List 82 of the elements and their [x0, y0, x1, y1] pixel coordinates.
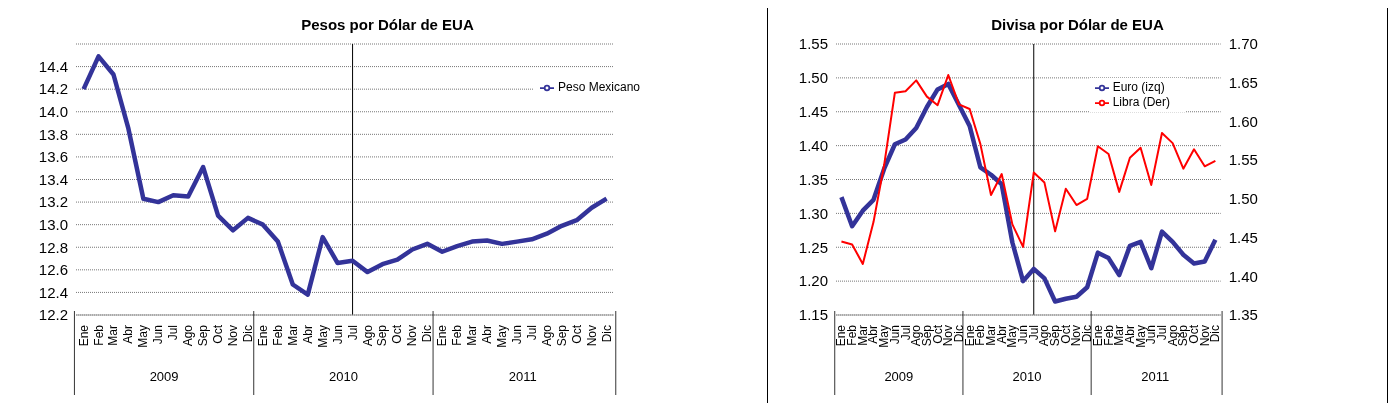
x-tick-label: Abr [480, 325, 495, 344]
legend-label: Euro (izq) [1112, 80, 1165, 94]
y-tick-label: 1.20 [798, 272, 828, 290]
x-tick-label: Dic [599, 325, 614, 343]
x-tick-label: Nov [405, 325, 420, 347]
x-tick-label: Nov [226, 325, 241, 347]
y2-tick-label: 1.65 [1228, 74, 1258, 92]
y-tick-label: 12.8 [38, 238, 68, 256]
x-tick-label: Jul [898, 325, 913, 341]
y-tick-label: 13.4 [38, 170, 68, 188]
text: 2009 [884, 369, 914, 384]
x-tick-label: Sep [375, 324, 390, 347]
y-tick-label: 14.2 [38, 80, 68, 98]
line-series [840, 73, 1217, 265]
x-tick-label: Feb [91, 324, 106, 346]
x-tick-label: Ene [255, 324, 270, 347]
y-tick-label: 1.30 [798, 204, 828, 222]
x-tick-label: Jul [166, 325, 181, 341]
x-tick-label: May [315, 325, 330, 348]
x-tick-label: Jul [345, 325, 360, 341]
x-tick-label: Mar [106, 325, 121, 346]
y-tick-label: 14.0 [38, 103, 68, 121]
y2-tick-label: 1.70 [1228, 35, 1258, 53]
chart-title: Pesos por Dólar de EUA [300, 16, 475, 33]
y-tick-label: 12.2 [38, 306, 68, 324]
y2-tick-label: 1.45 [1228, 228, 1258, 246]
x-tick-label: Dic [951, 325, 966, 343]
text: 2010 [1012, 369, 1042, 384]
y-tick-label: 1.45 [798, 103, 828, 121]
x-tick-label: Nov [584, 325, 599, 347]
x-tick-label: May [1005, 325, 1020, 348]
x-tick-label: Jun [330, 325, 345, 345]
y2-tick-label: 1.55 [1228, 151, 1258, 169]
text: 2011 [1141, 369, 1170, 384]
y2-tick-label: 1.40 [1228, 267, 1258, 285]
y2-tick-label: 1.50 [1228, 190, 1258, 208]
chart-title: Divisa por Dólar de EUA [990, 16, 1165, 33]
x-tick-label: Ene [435, 324, 450, 347]
x-tick-label: May [495, 325, 509, 348]
y-tick-label: 14.4 [38, 57, 68, 75]
legend-label: Peso Mexicano [557, 80, 640, 94]
x-tick-label: Ago [360, 324, 375, 347]
x-tick-label: May [136, 325, 151, 348]
y-tick-label: 1.35 [798, 170, 828, 188]
x-tick-label: Mar [465, 325, 480, 346]
x-tick-label: Ago [539, 324, 554, 347]
x-tick-label: Abr [121, 325, 136, 344]
x-tick-label: Abr [300, 325, 315, 344]
y-tick-label: 1.40 [798, 136, 828, 154]
y-tick-label: 13.2 [38, 193, 68, 211]
x-tick-label: Oct [211, 324, 226, 344]
y-tick-label: 12.6 [38, 261, 68, 279]
y-tick-label: 13.0 [38, 215, 68, 233]
x-tick-label: Jul [524, 325, 539, 341]
x-tick-label: Mar [285, 325, 300, 346]
y2-tick-label: 1.60 [1228, 112, 1258, 130]
y-tick-label: 12.4 [38, 283, 68, 301]
x-tick-label: Oct [569, 324, 584, 344]
x-tick-label: Ene [76, 324, 91, 347]
text: 2010 [328, 369, 358, 384]
x-tick-label: Ago [181, 324, 196, 347]
x-tick-label: Sep [554, 324, 569, 347]
x-tick-label: Feb [270, 324, 285, 346]
x-tick-label: Dic [420, 325, 435, 343]
x-tick-label: Sep [196, 324, 211, 347]
y-tick-label: 1.15 [798, 306, 828, 324]
text: 2009 [149, 369, 179, 384]
x-tick-label: Feb [450, 324, 465, 346]
y-tick-label: 1.50 [798, 69, 828, 87]
y-tick-label: 1.55 [798, 35, 828, 53]
y2-tick-label: 1.35 [1228, 306, 1258, 324]
y-tick-label: 1.25 [798, 238, 828, 256]
x-tick-label: Dic [1208, 325, 1223, 343]
x-tick-label: Oct [390, 324, 405, 344]
y-tick-label: 13.6 [38, 148, 68, 166]
legend-label: Libra (Der) [1112, 94, 1170, 109]
line-series [839, 81, 1218, 304]
x-tick-label: Jun [151, 325, 166, 345]
text: 2011 [508, 369, 537, 384]
x-tick-label: Dic [240, 325, 255, 343]
x-tick-label: Jun [509, 325, 524, 345]
y-tick-label: 13.8 [38, 125, 68, 143]
